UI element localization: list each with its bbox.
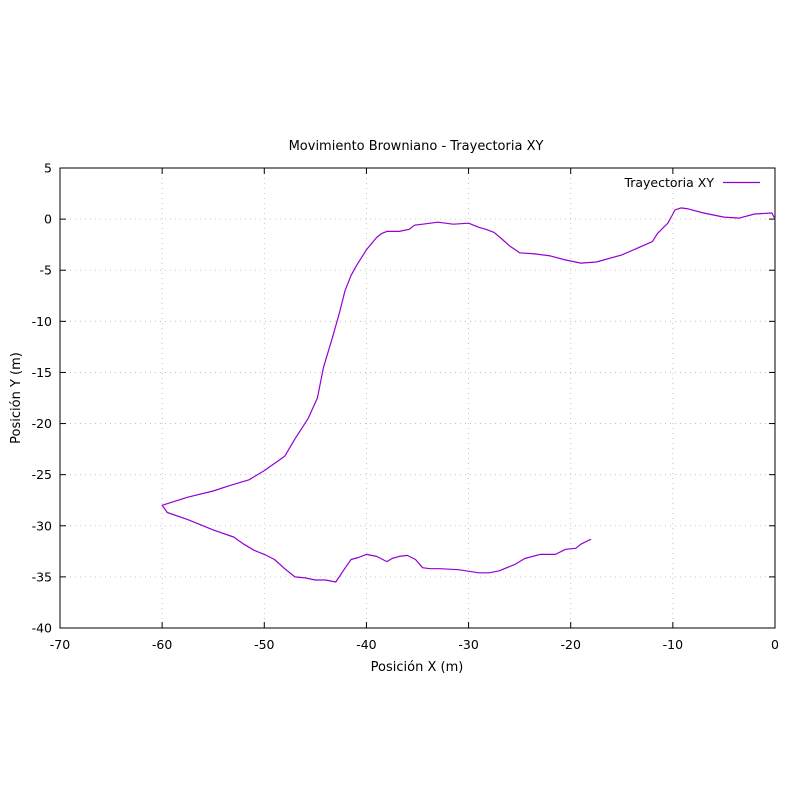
plot-frame bbox=[59, 167, 776, 629]
axis-ticks: -70 -60 -50 -40 -30 -20 -10 0-40-35-30-25-20-15… bbox=[32, 161, 779, 653]
x-tick-label: -10 bbox=[663, 637, 683, 652]
x-tick-label: -30 bbox=[458, 637, 478, 652]
series-layer bbox=[161, 207, 776, 583]
legend-label: Trayectoria XY bbox=[623, 175, 714, 190]
x-tick-label: -60 bbox=[152, 637, 172, 652]
y-tick-label: 5 bbox=[44, 161, 52, 176]
x-tick-label: -20 bbox=[561, 637, 581, 652]
y-tick-label: -20 bbox=[32, 416, 52, 431]
trajectory-line bbox=[161, 207, 776, 583]
y-tick-label: -15 bbox=[32, 365, 52, 380]
y-axis-title: Posición Y (m) bbox=[9, 352, 24, 444]
x-tick-label: -50 bbox=[254, 637, 274, 652]
y-tick-label: -10 bbox=[32, 314, 52, 329]
x-axis-title: Posición X (m) bbox=[371, 660, 464, 675]
y-tick-label: -30 bbox=[32, 518, 52, 533]
x-tick-label: -70 bbox=[50, 637, 70, 652]
y-tick-label: 0 bbox=[44, 212, 52, 227]
y-tick-label: -25 bbox=[32, 467, 52, 482]
x-tick-label: 0 bbox=[771, 637, 779, 652]
y-tick-label: -40 bbox=[32, 621, 52, 636]
y-tick-label: -5 bbox=[40, 263, 52, 278]
x-tick-label: -40 bbox=[356, 637, 376, 652]
legend: Trayectoria XY bbox=[623, 175, 760, 190]
chart-title: Movimiento Browniano - Trayectoria XY bbox=[289, 139, 544, 154]
grid bbox=[60, 168, 775, 628]
y-tick-label: -35 bbox=[32, 569, 52, 584]
